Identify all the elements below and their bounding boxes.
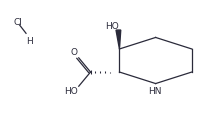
Text: O: O <box>71 48 77 57</box>
Text: H: H <box>26 37 33 46</box>
Text: HN: HN <box>148 87 161 96</box>
Text: HO: HO <box>64 87 77 96</box>
Text: HO: HO <box>105 22 119 31</box>
Text: Cl: Cl <box>13 18 22 27</box>
Polygon shape <box>116 30 121 49</box>
